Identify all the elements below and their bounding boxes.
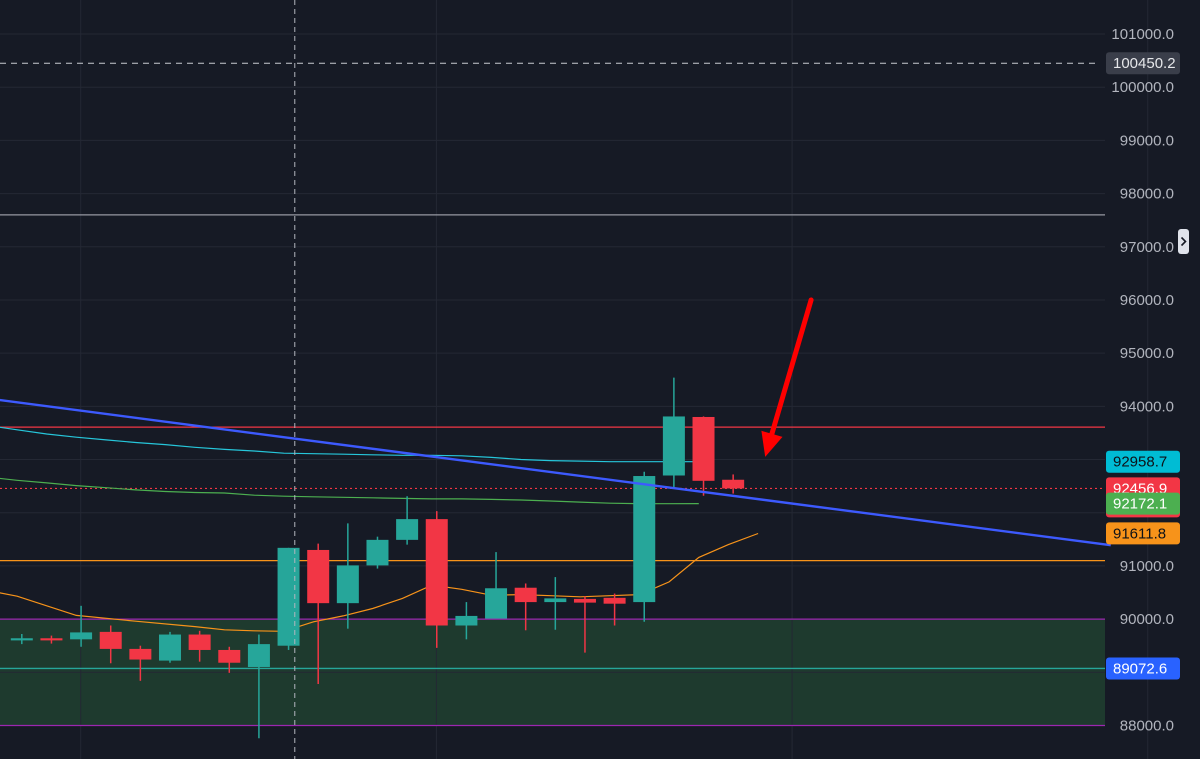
price-badge [1106, 522, 1180, 545]
price-badge [1106, 450, 1180, 473]
y-tick-label: 91000.0 [1120, 558, 1174, 575]
candle-body-up [247, 644, 270, 667]
candle-body-down [40, 638, 63, 641]
axis-collapse-handle[interactable] [1178, 229, 1189, 254]
price-badge-label: 92172.1 [1113, 496, 1167, 513]
candle-body-down [129, 648, 152, 660]
candle-body-down [692, 416, 715, 481]
candle-body-down [188, 634, 211, 650]
y-tick-label: 100000.0 [1111, 79, 1174, 96]
price-badge-label: 100450.2 [1113, 55, 1176, 72]
candle-body-down [425, 519, 448, 626]
y-tick-label: 90000.0 [1120, 611, 1174, 628]
candle-body-up [633, 476, 656, 603]
candle-body-down [99, 631, 122, 649]
trend-line-layer[interactable] [0, 369, 1111, 547]
y-tick-label: 96000.0 [1120, 292, 1174, 309]
candle-body-down [514, 587, 537, 603]
y-tick-label: 98000.0 [1120, 186, 1174, 203]
price-badge-label: 92958.7 [1113, 454, 1167, 471]
candle-body-up [277, 547, 300, 646]
axis-collapse-handle-box[interactable] [1178, 229, 1189, 254]
candle-body-up [10, 638, 33, 641]
price-badge [1106, 657, 1180, 680]
candle-body-up [366, 539, 389, 566]
moving-average-line [0, 477, 699, 505]
annotation-arrow-layer [761, 297, 814, 457]
candle-body-up [485, 588, 508, 619]
y-tick-label: 94000.0 [1120, 398, 1174, 415]
candle-body-up [396, 519, 419, 540]
candle-body-down [218, 649, 241, 663]
y-tick-label: 101000.0 [1111, 26, 1174, 43]
y-tick-label: 95000.0 [1120, 345, 1174, 362]
price-badge-label: 89072.6 [1113, 660, 1167, 677]
candle-body-up [662, 416, 685, 476]
arrow-shaft [769, 297, 814, 437]
price-badge [1106, 492, 1180, 515]
price-badge [1106, 52, 1180, 75]
chevron-right-icon [1180, 236, 1187, 247]
candle-body-down [603, 597, 626, 604]
candle-body-up [70, 632, 93, 640]
candles-layer [10, 377, 745, 739]
horizontal-lines-layer [0, 62, 1105, 727]
trend-line[interactable] [0, 369, 1111, 547]
y-tick-label: 99000.0 [1120, 132, 1174, 149]
candle-body-up [159, 634, 181, 661]
candle-body-down [573, 598, 596, 603]
candle-body-down [307, 549, 330, 604]
moving-average-line [0, 426, 699, 463]
candle-body-up [336, 565, 359, 604]
arrow-head [761, 430, 783, 457]
y-tick-label: 88000.0 [1120, 718, 1174, 735]
candle-body-down [722, 479, 745, 489]
price-badge-label: 91611.8 [1113, 525, 1166, 542]
candle-body-up [455, 615, 478, 626]
candle-body-up [544, 598, 567, 603]
price-badges-layer: 100450.292958.792456.903:15:2792172.1916… [1106, 52, 1180, 680]
y-tick-label: 97000.0 [1120, 239, 1174, 256]
